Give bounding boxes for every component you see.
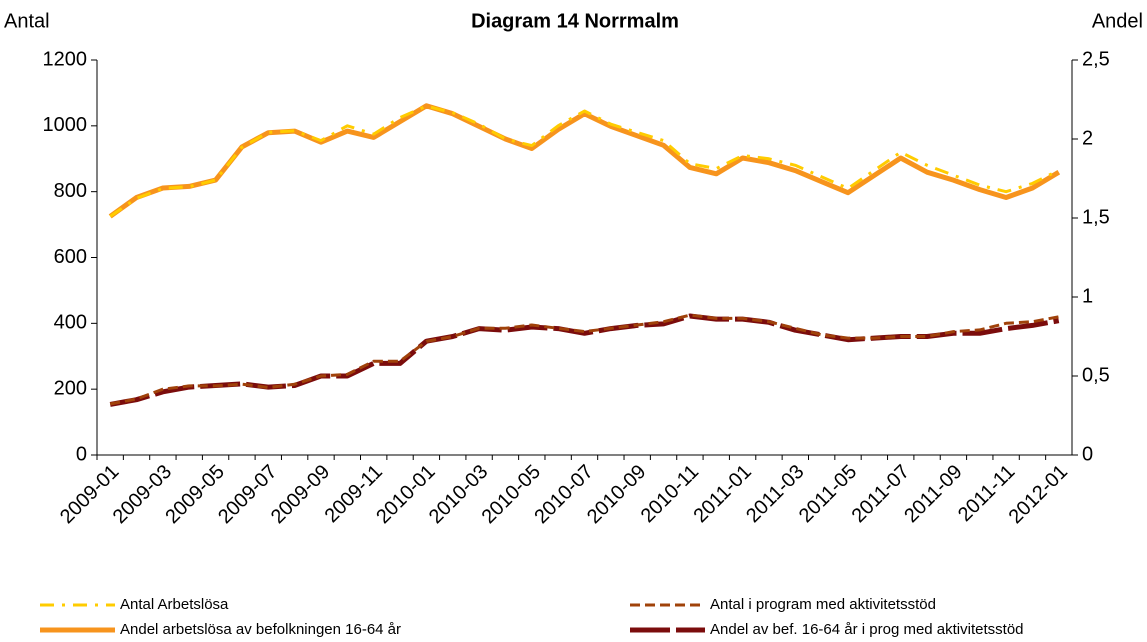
x-tick-label: 2010-11: [637, 461, 703, 527]
series-line: [108, 103, 1061, 219]
y-tick-label: 600: [54, 246, 87, 268]
y-tick-label: 1000: [43, 114, 88, 136]
y-tick-label: 800: [54, 180, 87, 202]
legend-label: Andel arbetslösa av befolkningen 16-64 å…: [120, 621, 401, 638]
y2-tick-label: 1: [1082, 285, 1093, 307]
y-tick-label: 200: [54, 377, 87, 399]
x-tick-label: 2011-05: [795, 461, 861, 527]
x-tick-label: 2011-07: [848, 461, 914, 527]
y-tick-label: 1200: [43, 48, 88, 70]
y2-tick-label: 0: [1082, 443, 1093, 465]
x-tick-label: 2010-09: [583, 461, 650, 528]
x-tick-label: 2012-01: [1005, 461, 1072, 528]
series-line: [109, 104, 1060, 218]
x-tick-label: 2011-03: [742, 461, 808, 527]
x-tick-label: 2011-09: [900, 461, 966, 527]
series-line: [109, 313, 1060, 406]
y-axis-label: Antal: [4, 10, 50, 32]
y-tick-label: 400: [54, 312, 87, 334]
legend-label: Antal Arbetslösa: [120, 596, 229, 613]
legend-label: Antal i program med aktivitetsstöd: [710, 596, 936, 613]
x-tick-label: 2011-01: [689, 461, 755, 527]
y2-tick-label: 0,5: [1082, 364, 1110, 386]
y2-tick-label: 2,5: [1082, 48, 1110, 70]
y-tick-label: 0: [76, 443, 87, 465]
chart-title: Diagram 14 Norrmalm: [471, 10, 679, 32]
y2-axis-label: Andel: [1092, 10, 1143, 32]
x-tick-label: 2009-09: [267, 461, 334, 528]
y2-tick-label: 1,5: [1082, 206, 1110, 228]
series-line: [109, 313, 1060, 407]
y2-tick-label: 2: [1082, 127, 1093, 149]
legend-label: Andel av bef. 16-64 år i prog med aktivi…: [710, 621, 1024, 638]
